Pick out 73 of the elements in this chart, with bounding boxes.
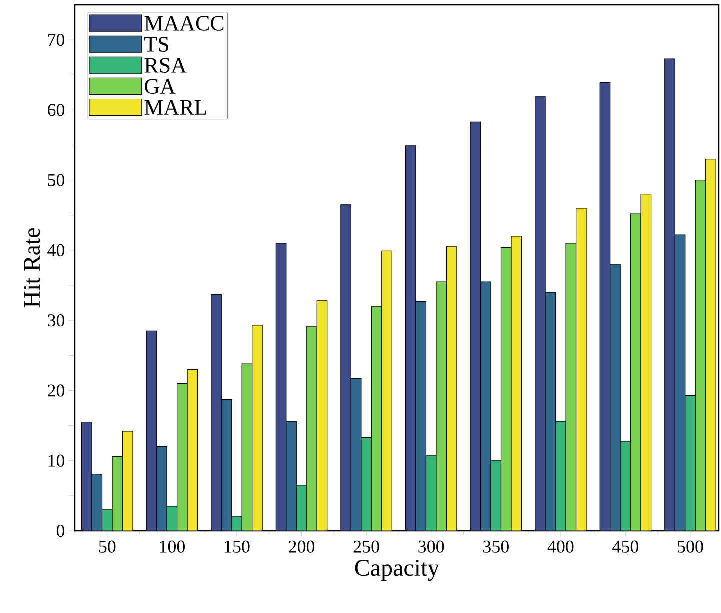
bar bbox=[177, 383, 188, 531]
x-tick-label: 400 bbox=[548, 540, 574, 553]
legend-label: MAACC bbox=[144, 16, 224, 31]
bar bbox=[706, 158, 716, 531]
y-tick-label: 30 bbox=[48, 314, 65, 327]
bar bbox=[566, 243, 577, 531]
bar bbox=[276, 243, 286, 531]
x-tick-label: 50 bbox=[99, 540, 116, 553]
bar bbox=[286, 422, 297, 531]
y-tick-label: 50 bbox=[48, 174, 65, 186]
y-tick-label: 40 bbox=[48, 244, 65, 257]
x-axis-title: Capacity bbox=[355, 560, 440, 582]
bar bbox=[685, 395, 696, 531]
legend-label: RSA bbox=[144, 58, 187, 74]
y-tick-label: 60 bbox=[48, 104, 65, 116]
x-tick-label: 300 bbox=[418, 540, 444, 553]
bar bbox=[630, 214, 642, 531]
bar bbox=[112, 456, 124, 531]
x-tick-label: 350 bbox=[483, 540, 509, 553]
y-tick-label: 0 bbox=[56, 524, 65, 538]
y-tick-label: 70 bbox=[48, 34, 65, 46]
bar bbox=[306, 326, 318, 531]
y-tick-label: 10 bbox=[48, 454, 65, 467]
bar bbox=[317, 300, 328, 531]
bar bbox=[436, 282, 447, 531]
bar bbox=[221, 400, 232, 531]
bar bbox=[664, 58, 676, 531]
bar bbox=[232, 516, 242, 531]
y-axis-title: Hit Rate bbox=[24, 228, 40, 308]
bar bbox=[146, 330, 158, 531]
bar bbox=[296, 485, 307, 531]
bar bbox=[382, 250, 392, 531]
bar bbox=[446, 246, 458, 531]
x-tick-label: 150 bbox=[225, 540, 250, 553]
bar bbox=[416, 301, 427, 531]
bar bbox=[405, 146, 416, 531]
bar bbox=[490, 460, 502, 531]
x-tick-label: 500 bbox=[678, 540, 704, 553]
x-tick-label: 250 bbox=[354, 540, 380, 553]
bar bbox=[92, 474, 103, 531]
bar bbox=[426, 456, 437, 531]
bar bbox=[480, 282, 492, 531]
bar bbox=[371, 306, 382, 531]
bar bbox=[252, 325, 263, 531]
bar bbox=[470, 122, 482, 531]
bar bbox=[600, 82, 611, 531]
legend-label: GA bbox=[145, 79, 176, 94]
bar bbox=[640, 194, 652, 531]
bar bbox=[695, 180, 706, 531]
bar bbox=[511, 236, 522, 531]
bar bbox=[674, 234, 686, 531]
x-tick-label: 100 bbox=[160, 540, 185, 553]
bar bbox=[122, 431, 134, 531]
bar bbox=[361, 437, 372, 531]
bar bbox=[620, 442, 632, 531]
legend-label: TS bbox=[144, 37, 168, 52]
bar bbox=[340, 204, 352, 531]
bar bbox=[610, 264, 621, 531]
bar bbox=[545, 292, 556, 531]
bar bbox=[242, 364, 253, 531]
legend-label: MARL bbox=[144, 100, 206, 115]
bar bbox=[187, 369, 198, 531]
bar bbox=[82, 422, 92, 531]
x-tick-label: 200 bbox=[289, 540, 315, 553]
bar bbox=[535, 96, 546, 531]
bar bbox=[350, 378, 362, 531]
bar bbox=[500, 247, 512, 531]
bar bbox=[556, 421, 566, 531]
bar bbox=[211, 294, 222, 531]
x-tick-label: 450 bbox=[612, 540, 639, 553]
y-tick-label: 20 bbox=[48, 384, 65, 397]
bar bbox=[576, 208, 587, 531]
bar bbox=[156, 446, 168, 531]
